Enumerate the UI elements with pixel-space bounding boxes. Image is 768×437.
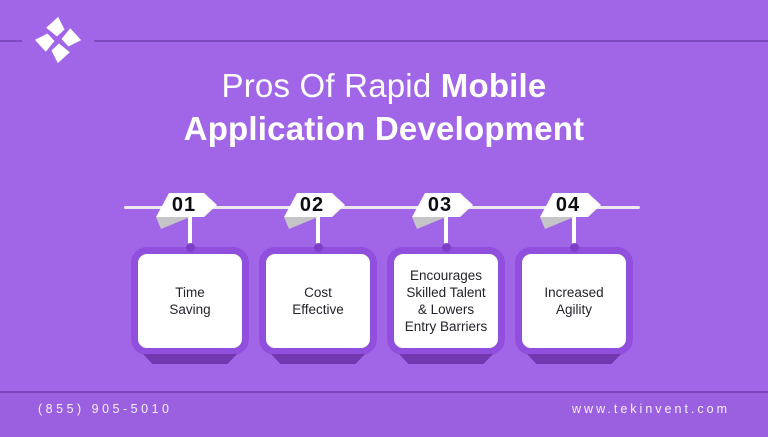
- step-column-4: 04 Increased Agility: [515, 193, 633, 367]
- step-flag-icon: [156, 193, 217, 229]
- step-number: 02: [299, 193, 325, 216]
- card-shadow: [527, 354, 621, 364]
- pro-card-label: Encourages Skilled Talent & Lowers Entry…: [404, 268, 488, 334]
- title-regular-text: Pros Of Rapid: [221, 67, 432, 104]
- title-bold-text: Mobile: [440, 67, 547, 104]
- step-flag-icon: [540, 193, 601, 229]
- card-connector-dot: [186, 243, 195, 252]
- step-column-3: 03 Encourages Skilled Talent & Lowers En…: [387, 193, 505, 367]
- timeline-line: [124, 206, 640, 209]
- title-line-2: Application Development: [183, 110, 585, 147]
- card-shadow: [399, 354, 493, 364]
- card-shadow: [271, 354, 365, 364]
- pro-card: Time Saving: [131, 247, 249, 355]
- steps-row: 01 Time Saving 02 Cost Effective: [131, 193, 633, 367]
- card-shadow: [143, 354, 237, 364]
- pro-card: Cost Effective: [259, 247, 377, 355]
- pro-card-label: Cost Effective: [292, 285, 344, 317]
- page-title: Pros Of Rapid Mobile Application Develop…: [0, 64, 768, 150]
- step-column-2: 02 Cost Effective: [259, 193, 377, 367]
- phone-number: (855) 905-5010: [38, 402, 173, 416]
- card-connector-dot: [570, 243, 579, 252]
- website-url: www.tekinvent.com: [572, 402, 730, 416]
- pro-card-label: Time Saving: [169, 285, 211, 317]
- connector-line: [572, 215, 576, 247]
- step-number: 04: [555, 193, 581, 216]
- top-decorative-line: [0, 40, 768, 42]
- pro-card-label: Increased Agility: [544, 285, 604, 317]
- connector-line: [188, 215, 192, 247]
- step-column-1: 01 Time Saving: [131, 193, 249, 367]
- pro-card: Increased Agility: [515, 247, 633, 355]
- connector-line: [316, 215, 320, 247]
- step-flag-icon: [284, 193, 345, 229]
- connector-line: [444, 215, 448, 247]
- title-line-1: Pros Of Rapid Mobile: [0, 64, 768, 107]
- step-number: 01: [171, 193, 197, 216]
- step-number: 03: [427, 193, 453, 216]
- pro-card: Encourages Skilled Talent & Lowers Entry…: [387, 247, 505, 355]
- tekinvent-logo: [22, 8, 94, 72]
- card-connector-dot: [314, 243, 323, 252]
- step-flag-icon: [412, 193, 473, 229]
- pinwheel-icon: [34, 16, 82, 64]
- footer-bar: (855) 905-5010 www.tekinvent.com: [0, 391, 768, 437]
- card-connector-dot: [442, 243, 451, 252]
